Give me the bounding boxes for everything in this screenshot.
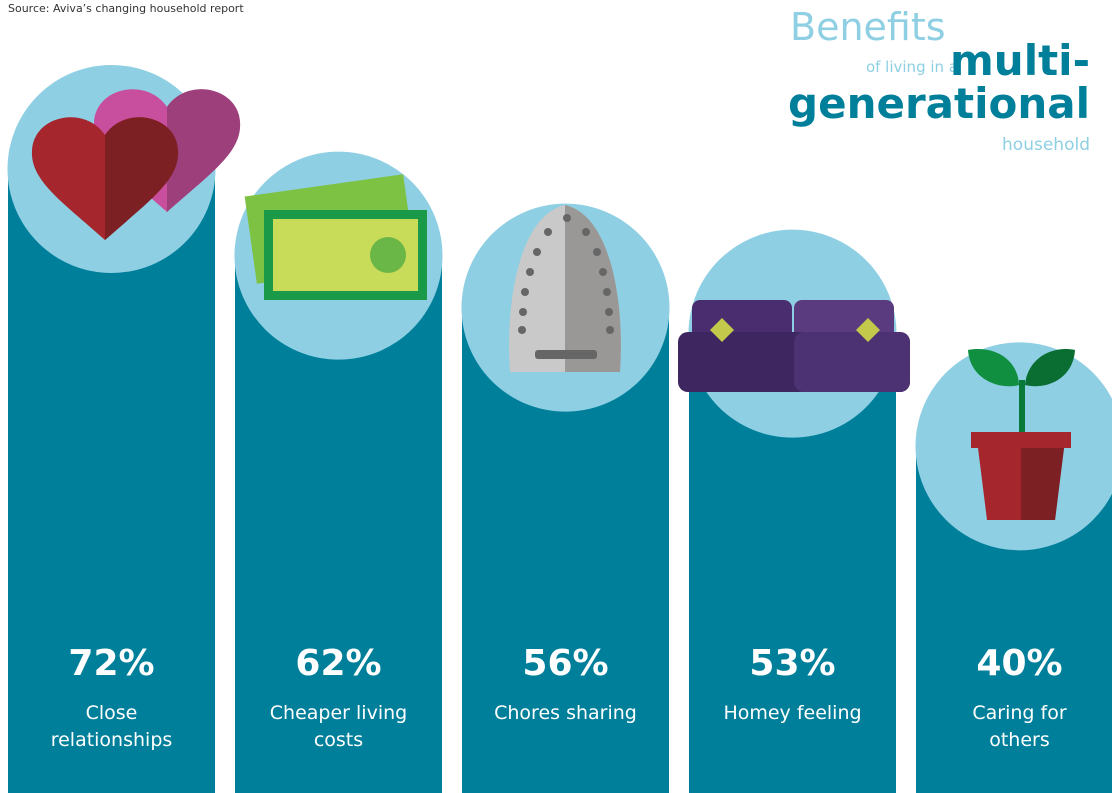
category-label: Close relationships bbox=[8, 700, 215, 754]
category-label: Caring for others bbox=[916, 700, 1112, 754]
pot-rim bbox=[971, 432, 1071, 448]
title-benefits: Benefits bbox=[790, 5, 946, 49]
value-label: 62% bbox=[295, 643, 381, 684]
category-label: Cheaper living costs bbox=[235, 700, 442, 754]
note-circle bbox=[370, 237, 406, 273]
value-label: 53% bbox=[749, 643, 835, 684]
title-multi: multi- bbox=[950, 36, 1090, 85]
category-text: Chores sharing bbox=[494, 700, 637, 727]
chart: Source: Aviva’s changing household repor… bbox=[0, 0, 1112, 793]
category-label: Homey feeling bbox=[689, 700, 896, 727]
category-label: Chores sharing bbox=[462, 700, 669, 727]
category-text: Close relationships bbox=[33, 700, 191, 754]
title-of-living: of living in a bbox=[866, 58, 958, 76]
sofa-base-shade bbox=[794, 332, 910, 392]
title-generational: generational bbox=[788, 79, 1090, 128]
source: Source: Aviva’s changing household repor… bbox=[8, 2, 244, 15]
title-household: household bbox=[1002, 135, 1090, 155]
value-label: 40% bbox=[976, 643, 1062, 684]
category-text: Caring for others bbox=[941, 700, 1099, 754]
value-label: 72% bbox=[68, 643, 154, 684]
stem bbox=[1019, 380, 1025, 438]
category-text: Homey feeling bbox=[723, 700, 861, 727]
value-label: 56% bbox=[522, 643, 608, 684]
iron-handle bbox=[535, 350, 597, 359]
labels: 72% 62% 56% 53% 40% bbox=[68, 643, 1062, 684]
infographic: Source: Aviva’s changing household repor… bbox=[0, 0, 1112, 793]
category-text: Cheaper living costs bbox=[260, 700, 418, 754]
